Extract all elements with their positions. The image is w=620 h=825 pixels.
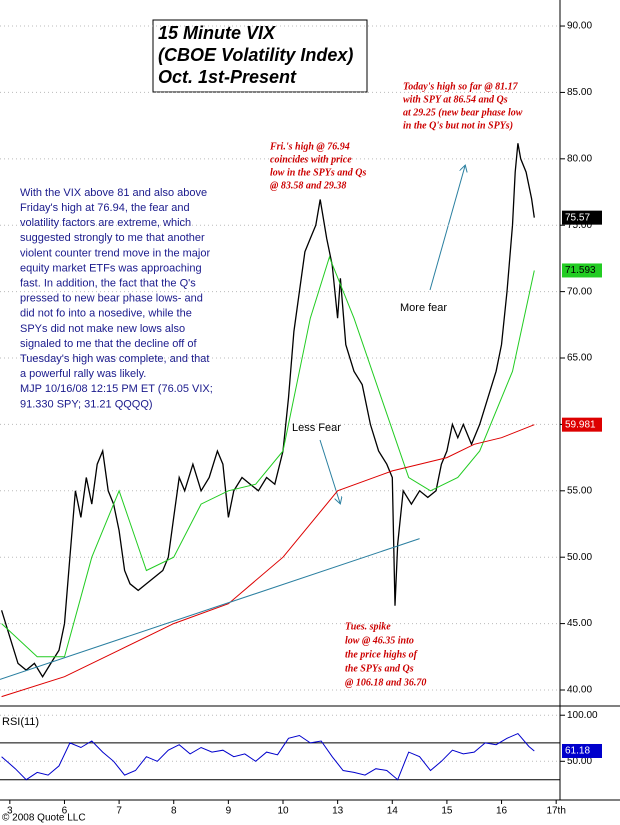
last-value-box [562,743,602,758]
y-tick-label: 50.00 [567,552,592,563]
commentary: MJP 10/16/08 12:15 PM ET (76.05 VIX; [20,383,213,395]
series-line [1,732,535,781]
title-box [152,19,368,93]
annotation: low @ 46.35 into [345,635,414,646]
y-tick-label: 85.00 [567,87,592,98]
series-line [1,255,535,658]
annotation: the price highs of [345,649,419,660]
annotation: the SPYs and Qs [345,663,414,674]
series-line [0,143,535,678]
y-tick-label: 65.00 [567,353,592,364]
x-tick-label: 7 [116,806,122,817]
commentary: Friday's high at 76.94, the fear and [20,202,190,214]
y-tick-label: 45.00 [567,618,592,629]
chart-title: (CBOE Volatility Index) [158,45,353,65]
last-value-label: 75.57 [565,212,590,223]
annotation: Today's high so far @ 81.17 [403,81,519,92]
annotation: Less Fear [292,422,341,434]
x-tick-label: 13 [332,806,344,817]
y-tick-label: 100.00 [567,710,598,721]
commentary: suggested strongly to me that another [20,232,205,244]
copyright: © 2008 Quote LLC [2,813,86,824]
last-value-box [562,210,602,225]
annotation: in the Q's but not in SPYs) [403,120,513,131]
commentary: a powerful rally was likely. [20,368,146,380]
series-line [1,424,535,698]
x-tick-label: 15 [441,806,453,817]
annotation: @ 83.58 and 29.38 [270,180,346,191]
annotation: at 29.25 (new bear phase low [403,107,523,118]
last-value-box [562,263,602,278]
x-tick-label: 17th [546,806,565,817]
series-line [0,538,420,680]
arrow [429,166,465,291]
x-tick-label: 3 [7,806,13,817]
annotation: Tues. spike [345,621,391,632]
x-tick-label: 14 [387,806,399,817]
commentary: With the VIX above 81 and also above [20,187,207,199]
y-tick-label: 75.00 [567,220,592,231]
chart-title: 15 Minute VIX [158,23,276,43]
y-tick-label: 55.00 [567,485,592,496]
y-tick-label: 40.00 [567,685,592,696]
annotation: @ 106.18 and 36.70 [345,677,426,688]
chart-title: Oct. 1st-Present [158,67,297,87]
commentary: did not fo into a nosedive, while the [20,308,192,320]
x-tick-label: 6 [62,806,68,817]
y-tick-label: 70.00 [567,286,592,297]
last-value-label: 61.18 [565,746,590,757]
annotation: low in the SPYs and Qs [270,167,367,178]
commentary: equity market ETFs was approaching [20,262,202,274]
annotation: Fri.'s high @ 76.94 [269,141,350,152]
last-value-label: 59.981 [565,419,596,430]
commentary: 91.330 SPY; 31.21 QQQQ) [20,398,153,410]
annotation: coincides with price [270,154,352,165]
last-value-box [562,417,602,432]
last-value-label: 71.593 [565,265,596,276]
panel-title: RSI(11) [2,716,39,728]
commentary: SPYs did not make new lows also [20,323,185,335]
y-tick-label: 80.00 [567,153,592,164]
x-tick-label: 16 [496,806,508,817]
commentary: fast. In addition, the fact that the Q's [20,278,196,290]
x-tick-label: 10 [277,806,289,817]
commentary: volatility factors are extreme, which [20,217,191,229]
x-tick-label: 9 [226,806,232,817]
commentary: signaled to me that the decline off of [20,338,197,350]
y-tick-label: 50.00 [567,756,592,767]
commentary: violent counter trend move in the major [20,247,210,259]
annotation: More fear [400,302,447,314]
x-tick-label: 8 [171,806,177,817]
commentary: Tuesday's high was complete, and that [20,353,209,365]
annotation: with SPY at 86.54 and Qs [403,94,508,105]
commentary: pressed to new bear phase lows- and [20,293,203,305]
y-tick-label: 90.00 [567,21,592,32]
